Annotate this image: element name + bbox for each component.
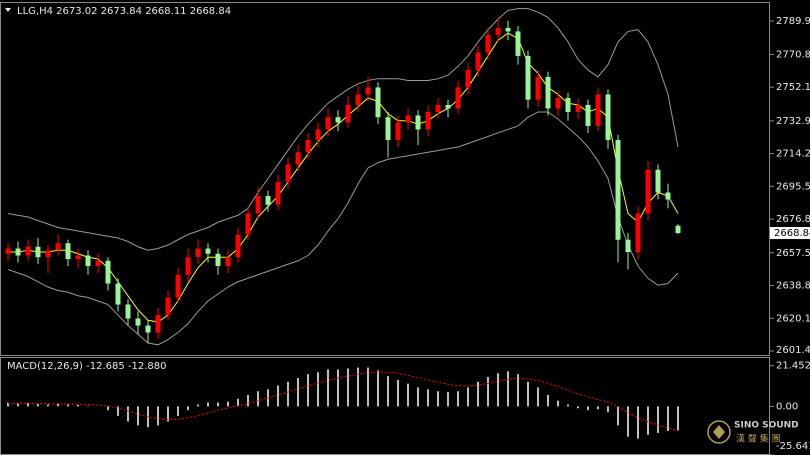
- candle-body: [595, 94, 601, 126]
- candle-body: [575, 104, 581, 112]
- candle-body: [375, 87, 381, 118]
- candle-body: [335, 117, 341, 123]
- indicator-line: [7, 111, 679, 346]
- candle-body: [175, 274, 181, 298]
- candle-body: [475, 52, 481, 70]
- y-tick-label: 2695.50: [776, 181, 810, 192]
- candle-body: [435, 104, 441, 112]
- candle-body: [205, 248, 211, 254]
- candle-body: [265, 195, 271, 205]
- candle-body: [515, 31, 521, 56]
- candle-body: [145, 325, 151, 333]
- candle-body: [585, 104, 591, 126]
- y-tick-label: 2714.20: [776, 149, 810, 160]
- candle-body: [155, 315, 161, 333]
- candle-body: [505, 27, 511, 32]
- y-tick-label: 0.00: [776, 401, 798, 412]
- candle-body: [115, 283, 121, 305]
- candle-body: [325, 117, 331, 130]
- candle-body: [245, 213, 251, 235]
- menu-triangle: [5, 8, 11, 12]
- candle-body: [185, 257, 191, 275]
- candle-body: [125, 304, 131, 319]
- candle-body: [135, 318, 141, 326]
- candle-body: [85, 255, 91, 267]
- candle-body: [65, 243, 71, 260]
- macd-title: MACD(12,26,9) -12.685 -12.880: [7, 361, 167, 372]
- candle-body: [355, 94, 361, 105]
- y-tick-label: 2638.85: [776, 281, 810, 292]
- candle-body: [235, 234, 241, 258]
- candle-body: [215, 253, 221, 267]
- y-tick-label: 2752.15: [776, 82, 810, 93]
- candle-body: [225, 257, 231, 267]
- candle-body: [425, 111, 431, 130]
- candle-body: [195, 248, 201, 258]
- y-tick-label: 2770.85: [776, 49, 810, 60]
- signal-line: [7, 371, 679, 432]
- candle-body: [385, 117, 391, 140]
- candle-body: [75, 255, 81, 260]
- watermark-logo-mark: [713, 425, 725, 439]
- watermark-subtitle: 漢 聲 集 團: [736, 433, 781, 445]
- y-tick-label: 2657.55: [776, 248, 810, 259]
- candle-body: [625, 239, 631, 253]
- candle-body: [395, 122, 401, 140]
- y-tick-label: -25.641: [776, 441, 810, 452]
- candle-body: [645, 169, 651, 214]
- candle-body: [455, 87, 461, 109]
- watermark-title: SINO SOUND: [734, 421, 799, 431]
- candle-body: [35, 246, 41, 258]
- candle-body: [165, 297, 171, 316]
- candle-body: [555, 97, 561, 109]
- watermark-logo: [707, 420, 731, 444]
- candle-body: [495, 27, 501, 35]
- candle-body: [565, 97, 571, 112]
- y-tick-label: 2732.90: [776, 116, 810, 127]
- y-tick-label: 2789.95: [776, 16, 810, 27]
- candle-body: [315, 129, 321, 140]
- y-tick-label: 2601.45: [776, 345, 810, 356]
- candle-body: [485, 34, 491, 53]
- y-tick-label: 21.452: [776, 361, 810, 372]
- candle-body: [605, 94, 611, 140]
- y-tick-label: 2620.15: [776, 313, 810, 324]
- candle-body: [15, 248, 21, 256]
- candle-body: [305, 139, 311, 153]
- candle-body: [25, 246, 31, 256]
- candle-body: [415, 115, 421, 130]
- candle-body: [445, 104, 451, 109]
- candle-body: [465, 69, 471, 88]
- candle-body: [545, 76, 551, 109]
- price-marker: [770, 227, 810, 240]
- candle-body: [55, 243, 61, 251]
- candle-body: [5, 248, 11, 254]
- price-marker-label: 2668.84: [774, 228, 810, 239]
- chart-title: LLG,H4 2673.02 2673.84 2668.11 2668.84: [17, 6, 231, 17]
- candle-body: [105, 260, 111, 284]
- candle-body: [345, 104, 351, 123]
- indicator-line: [7, 8, 679, 251]
- candle-body: [255, 195, 261, 214]
- candle-body: [525, 55, 531, 100]
- candle-body: [675, 225, 681, 234]
- candle-body: [285, 164, 291, 182]
- y-tick-label: 2676.80: [776, 214, 810, 225]
- watermark: SINO SOUND 漢 聲 集 團: [707, 420, 799, 445]
- candle-body: [95, 260, 101, 267]
- candle-body: [45, 250, 51, 258]
- main-panel-frame: [0, 2, 770, 356]
- candle-body: [275, 181, 281, 205]
- candle-body: [535, 76, 541, 100]
- candle-body: [365, 87, 371, 95]
- candle-body: [665, 192, 671, 200]
- candle-body: [615, 139, 621, 240]
- candle-body: [655, 169, 661, 193]
- candle-body: [405, 115, 411, 123]
- candle-body: [295, 152, 301, 165]
- candle-body: [635, 213, 641, 253]
